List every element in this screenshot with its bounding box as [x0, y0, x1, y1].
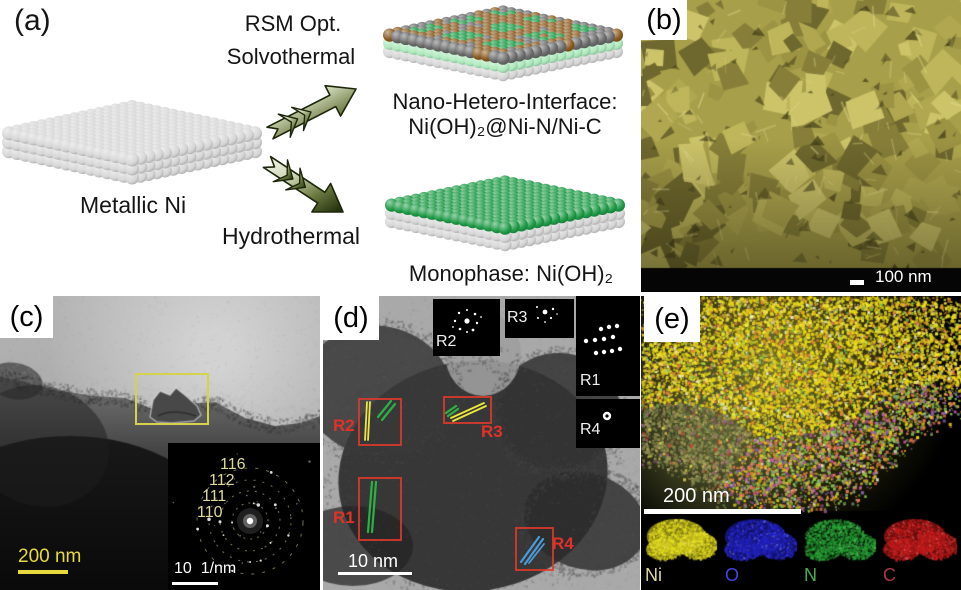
fft-pattern-r3 — [505, 299, 574, 338]
route-top-label-line1: RSM Opt. — [244, 11, 342, 36]
element-label-n: N — [804, 565, 817, 585]
eds-scale-bar — [644, 509, 801, 514]
panel-d-label-box: (d) — [323, 296, 379, 340]
fft-label-r1: R1 — [580, 372, 601, 389]
lattice-fringe-markers — [364, 399, 545, 566]
panel-b-label-box: (b) — [641, 0, 687, 40]
sem-image — [641, 0, 961, 292]
hrtem-scale-label: 10 nm — [348, 551, 399, 571]
product-top-label-line2: Ni(OH)₂@Ni-N/Ni-C — [408, 114, 602, 139]
fft-inset-r2: R2 — [433, 299, 500, 356]
roi-box-r3 — [443, 396, 492, 424]
saed-ring-label-116: 116 — [220, 456, 246, 473]
roi-label-r1: R1 — [333, 508, 355, 527]
saed-scale-bar — [172, 582, 218, 585]
tem-scale-bar — [18, 570, 68, 574]
route-bottom-label: Hydrothermal — [222, 223, 361, 249]
fft-inset-r1: R1 — [576, 296, 640, 396]
tem-highlight-box — [135, 373, 209, 425]
roi-box-r1 — [358, 477, 402, 541]
element-label-ni: Ni — [645, 565, 662, 585]
element-label-c: C — [883, 565, 896, 585]
saed-ring-label-110: 110 — [197, 504, 223, 521]
panel-c-label-box: (c) — [0, 296, 53, 338]
eds-overlay-map — [641, 296, 961, 590]
fft-pattern-r2 — [433, 299, 500, 356]
panel-c-tem: (c) 200 nm 116 112 111 110 10 1/nm — [0, 296, 320, 590]
panel-d-label: (d) — [333, 301, 369, 334]
fft-inset-r4: R4 — [576, 399, 640, 448]
saed-ring-label-111: 111 — [202, 488, 227, 505]
panel-e-label: (e) — [654, 302, 690, 335]
panel-e-label-box: (e) — [644, 296, 700, 342]
precursor-label: Metallic Ni — [80, 192, 187, 218]
fft-label-r4: R4 — [580, 421, 601, 438]
panel-b-label: (b) — [646, 3, 682, 36]
eds-scale-label: 200 nm — [663, 485, 730, 507]
panel-a-label: (a) — [14, 4, 51, 37]
element-label-o: O — [725, 565, 740, 585]
product-top-label-line1: Nano-Hetero-Interface: — [392, 89, 618, 114]
roi-label-r3: R3 — [481, 422, 503, 441]
hrtem-scale-bar — [338, 572, 412, 575]
saed-scale-label: 10 1/nm — [174, 560, 237, 577]
sem-scale-bar — [850, 280, 864, 285]
tem-scale-label: 200 nm — [18, 546, 82, 567]
synthesis-schematic-drawing — [2, 5, 626, 252]
fft-label-r3: R3 — [507, 309, 528, 326]
roi-box-r2 — [358, 398, 402, 446]
fft-label-r2: R2 — [436, 333, 457, 350]
saed-inset: 116 112 111 110 10 1/nm — [168, 443, 320, 590]
roi-label-r2: R2 — [333, 416, 355, 435]
panel-a-schematic: (a) RSM Opt. Solvothermal Metallic Ni Hy… — [0, 0, 638, 293]
fft-pattern-r4 — [576, 399, 640, 448]
saed-pattern — [168, 443, 320, 590]
saed-ring-label-112: 112 — [209, 472, 235, 489]
panel-b-sem: (b) 100 nm — [641, 0, 961, 292]
route-top-label-line2: Solvothermal — [226, 44, 356, 69]
panel-c-label: (c) — [9, 300, 44, 333]
fft-pattern-r1 — [576, 296, 640, 396]
roi-label-r4: R4 — [552, 534, 574, 553]
fft-inset-r3: R3 — [505, 299, 574, 338]
sem-scale-label: 100 nm — [875, 267, 932, 286]
product-bottom-label: Monophase: Ni(OH)₂ — [408, 261, 614, 286]
panel-e-eds: (e) 200 nm Ni O N C — [641, 296, 961, 590]
roi-box-r4 — [515, 527, 554, 571]
panel-d-hrtem: (d) R2 R3 R1 R4 R2 R3 R1 R4 10 nm — [323, 296, 640, 590]
